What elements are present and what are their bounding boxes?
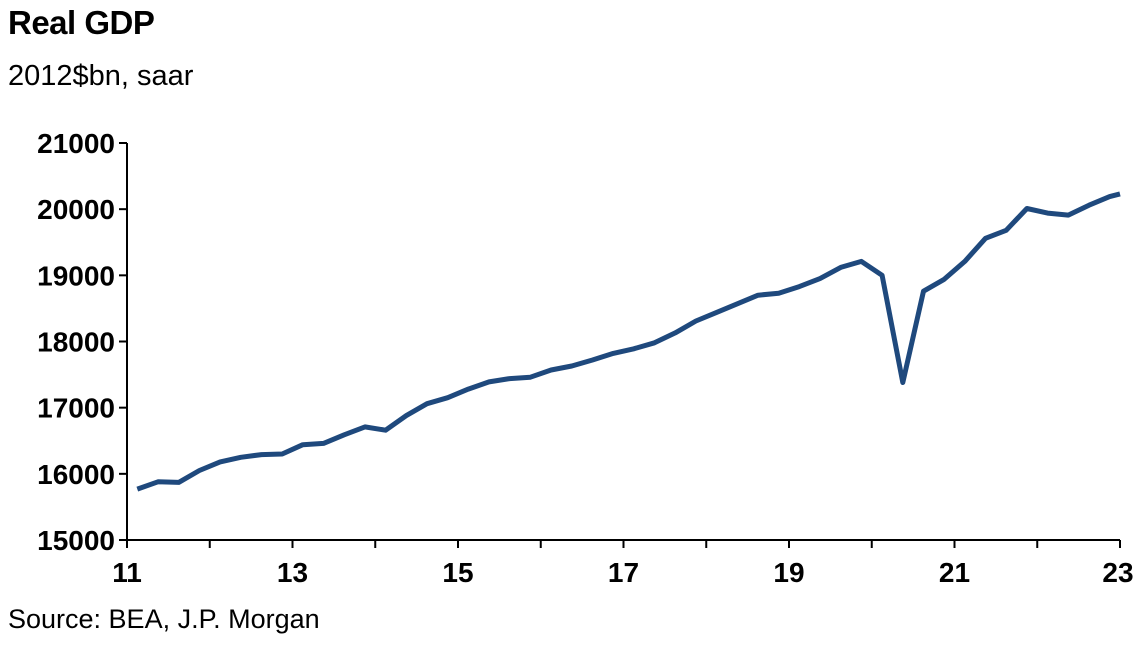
y-tick-label: 18000 [37,327,115,358]
source-note: Source: BEA, J.P. Morgan [8,604,320,634]
y-tick-label: 16000 [37,459,115,490]
x-tick-label: 21 [939,557,970,588]
y-tick-label: 19000 [37,260,115,291]
gdp-series-line [136,191,1121,492]
series-layer [136,191,1121,492]
x-tick-label: 13 [277,557,308,588]
x-tick-label: 15 [442,557,473,588]
x-axis-ticks: 11 13 15 17 19 21 23 [112,540,1134,588]
y-tick-label: 15000 [37,525,115,556]
y-axis-ticks: 15000 16000 17000 18000 19000 20000 21000 [37,128,127,556]
y-tick-label: 21000 [37,128,115,159]
x-tick-label: 19 [773,557,804,588]
chart-title: Real GDP [8,4,155,41]
x-tick-label: 11 [112,557,142,588]
x-tick-label: 17 [608,557,639,588]
y-tick-label: 20000 [37,194,115,225]
y-tick-label: 17000 [37,393,115,424]
x-tick-label: 23 [1102,557,1133,588]
chart-subtitle: 2012$bn, saar [8,60,194,92]
